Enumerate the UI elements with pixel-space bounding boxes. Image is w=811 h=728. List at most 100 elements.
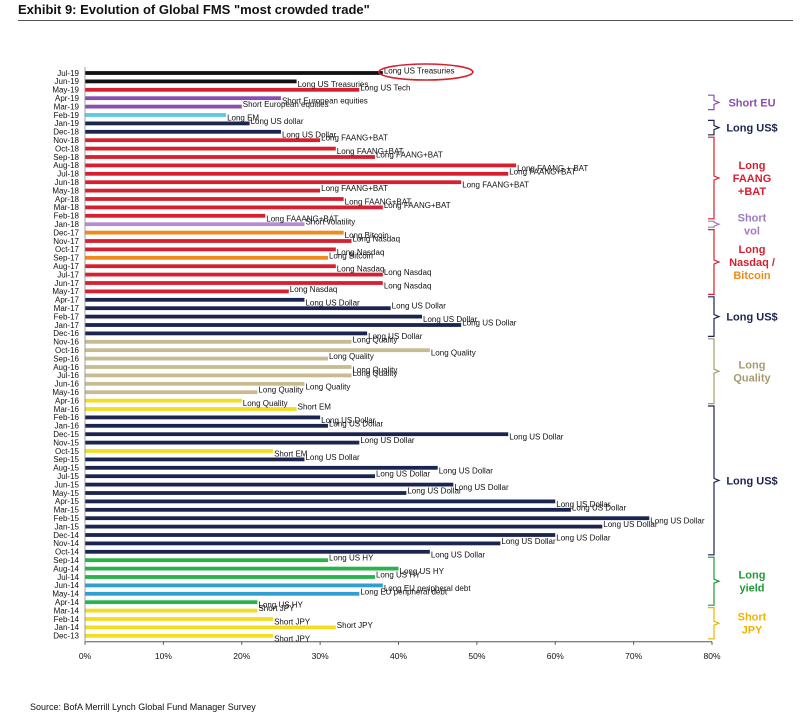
category-label: Apr-15 — [55, 497, 80, 506]
bar-label: Long Quality — [352, 366, 397, 375]
bar — [85, 482, 454, 487]
bar — [85, 617, 274, 621]
bar — [85, 566, 399, 571]
x-tick-label: 0% — [79, 651, 92, 661]
bar — [85, 306, 391, 311]
bar-label: Long FAAANG+BAT — [266, 214, 338, 223]
group-label: vol — [744, 226, 760, 238]
category-label: Sep-14 — [53, 556, 79, 565]
bar-label: Long US Dollar — [454, 483, 509, 492]
bar — [85, 474, 375, 479]
group-label: yield — [739, 583, 764, 595]
bar-label: Long FAANG+BAT — [321, 184, 388, 193]
category-label: Oct-14 — [55, 548, 80, 557]
category-label: Feb-19 — [54, 111, 80, 120]
category-label: Jan-14 — [55, 623, 80, 632]
bar-label: Long Quality — [243, 399, 288, 408]
bar-label: Long Nasdaq — [337, 265, 385, 274]
category-label: Oct-16 — [55, 346, 80, 355]
bar — [85, 365, 352, 369]
bar-label: Long FAANG + BAT — [517, 164, 588, 173]
group-bracket — [708, 607, 721, 640]
bar — [85, 541, 501, 546]
group-label: Long — [739, 160, 766, 172]
bar — [85, 600, 258, 605]
bar-label: Long US HY — [376, 571, 421, 580]
category-label: Apr-19 — [55, 94, 80, 103]
bar-label: Long US Tech — [360, 83, 410, 92]
category-label: Feb-18 — [54, 212, 80, 221]
x-tick-label: 30% — [312, 651, 329, 661]
bar-label: Long Quality — [258, 386, 303, 395]
x-tick-label: 20% — [233, 651, 250, 661]
bar — [85, 591, 360, 596]
bar — [85, 516, 650, 521]
group-label: Quality — [733, 373, 771, 385]
category-label: May-18 — [52, 186, 79, 195]
bar — [85, 121, 250, 126]
category-label: Sep-16 — [53, 354, 79, 363]
bar — [85, 407, 297, 411]
bar — [85, 213, 266, 218]
category-label: Dec-18 — [53, 128, 79, 137]
bars — [85, 71, 650, 638]
bar-label: Long Bitcoin — [329, 251, 373, 260]
bar — [85, 314, 423, 319]
group-bracket — [708, 119, 721, 136]
bar-label: Long US Dollar — [407, 487, 462, 496]
bar-label: Short JPY — [258, 604, 295, 613]
bar — [85, 247, 336, 252]
bar-label: Long Quality — [352, 335, 397, 344]
bar-label: Long FAANG+BAT — [337, 147, 404, 156]
bar — [85, 71, 383, 75]
category-label: Jan-17 — [55, 321, 80, 330]
bar — [85, 440, 360, 445]
category-label: Mar-18 — [54, 203, 80, 212]
bar — [85, 197, 344, 201]
group-label: Nasdaq / — [729, 257, 775, 269]
bar — [85, 558, 328, 563]
category-label: Jan-16 — [55, 422, 80, 431]
bar — [85, 457, 305, 462]
category-label: Feb-17 — [54, 312, 80, 321]
bar — [85, 104, 242, 109]
bar — [85, 575, 375, 579]
bar — [85, 323, 462, 327]
bar-label: Long FAANG+BAT — [321, 134, 388, 143]
bar — [85, 297, 305, 302]
category-label: Jan-18 — [55, 220, 80, 229]
category-label: Feb-16 — [54, 413, 80, 422]
bar-label: Long Nasdaq — [290, 285, 338, 294]
bar-label: Long US Dollar — [321, 416, 376, 425]
group-label: Bitcoin — [733, 270, 771, 282]
category-label: Apr-14 — [55, 598, 80, 607]
bar-label: Long US Treasuries — [384, 67, 455, 76]
category-label: Nov-14 — [53, 539, 79, 548]
bar-label: Long US Dollar — [650, 517, 705, 526]
bar-label: Long US Dollar — [439, 466, 494, 475]
category-label: Sep-17 — [53, 254, 79, 263]
bar — [85, 549, 430, 554]
category-label: May-14 — [52, 590, 79, 599]
category-label: Mar-14 — [54, 606, 80, 615]
bar — [85, 415, 321, 420]
bar — [85, 272, 383, 277]
bar-label: Long US Dollar — [282, 130, 337, 139]
category-label: Oct-18 — [55, 144, 80, 153]
group-label: Long — [739, 360, 766, 372]
bar — [85, 583, 383, 588]
highlight-ellipse — [378, 63, 474, 81]
category-label: Jun-16 — [55, 380, 80, 389]
category-label: May-19 — [52, 86, 79, 95]
bar-label: Long FAANG+BAT — [509, 167, 576, 176]
category-label: Mar-19 — [54, 102, 80, 111]
bar-label: Long US Dollar — [603, 520, 658, 529]
category-label: Sep-18 — [53, 153, 79, 162]
category-label: Sep-15 — [53, 455, 79, 464]
category-label: Jul-19 — [57, 69, 79, 78]
bar-label: Long US Dollar — [501, 537, 556, 546]
category-label: Nov-15 — [53, 438, 79, 447]
bar — [85, 255, 328, 260]
bar — [85, 524, 603, 529]
